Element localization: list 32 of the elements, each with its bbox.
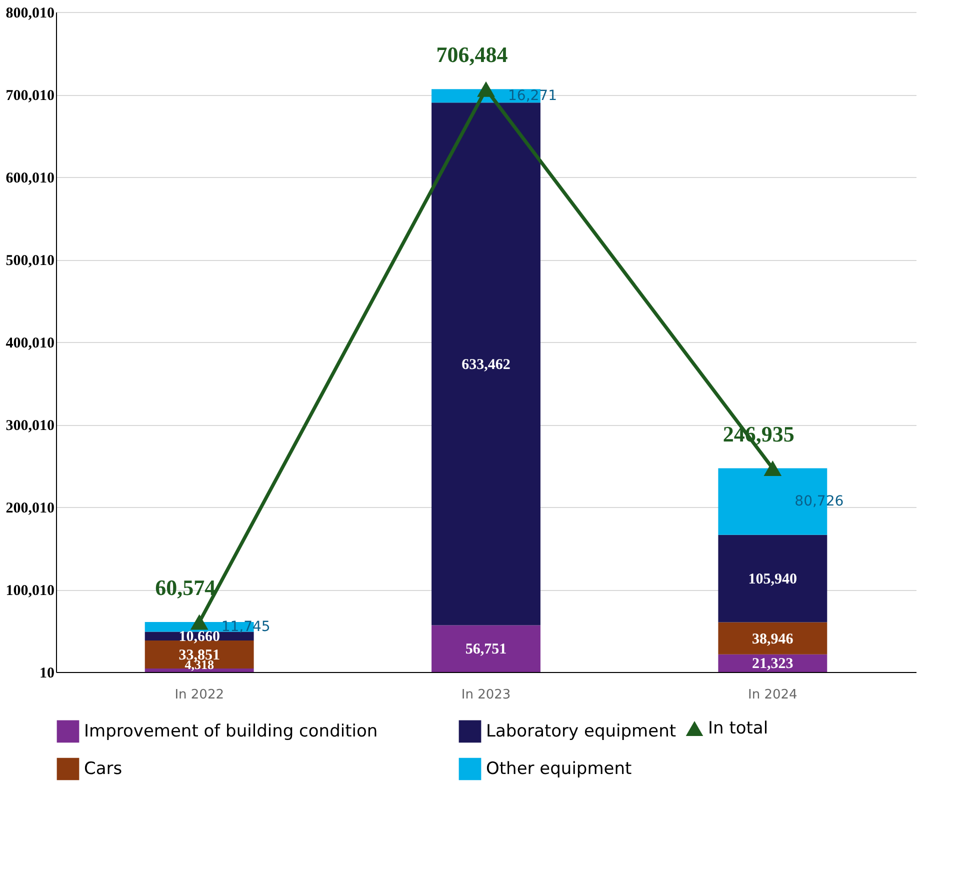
data-label: 10,660 (178, 629, 220, 646)
bar (432, 625, 540, 672)
data-label: 60,574 (155, 575, 216, 600)
bar (718, 622, 828, 654)
y-tick-label: 200,010 (6, 500, 54, 516)
y-tick-label: 300,010 (6, 418, 54, 434)
y-tick-label: 400,010 (6, 336, 54, 352)
y-tick-label: 500,010 (6, 253, 54, 269)
y-tick-label: 700,010 (6, 88, 54, 104)
legend-label: Other equipment (486, 759, 632, 779)
data-label: 21,323 (752, 656, 794, 672)
bar (432, 102, 540, 626)
data-label: 56,751 (465, 642, 507, 658)
point (477, 81, 495, 97)
x-tick-label: In 2022 (174, 688, 224, 702)
bar (718, 534, 828, 622)
y-tick-label: 800,010 (6, 6, 54, 22)
legend-label: In total (708, 718, 768, 738)
data-label: 38,946 (752, 631, 794, 648)
point (764, 460, 782, 476)
data-label: 105,940 (748, 572, 798, 588)
y-tick-label: 100,010 (6, 583, 54, 599)
legend-label: Cars (84, 759, 122, 779)
legend-label: Laboratory equipment (486, 721, 676, 742)
legend-label: Improvement of building condition (84, 721, 378, 742)
data-label: 706,484 (436, 42, 508, 68)
x-tick-label: In 2024 (748, 688, 798, 702)
y-tick-label: 600,010 (6, 170, 54, 186)
y-tick-label: 10 (40, 666, 54, 682)
point (190, 614, 208, 630)
x-tick-label: In 2023 (461, 688, 511, 702)
data-label: 633,462 (462, 356, 510, 373)
